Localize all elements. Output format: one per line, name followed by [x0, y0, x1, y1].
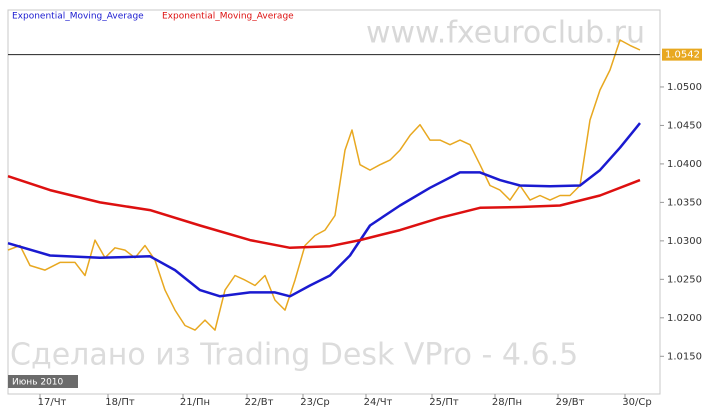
y-tick-label: 1.0450	[667, 120, 702, 131]
last-price-box	[662, 48, 702, 61]
y-tick-label: 1.0500	[667, 82, 702, 93]
y-tick-label: 1.0250	[667, 274, 702, 285]
y-tick-label: 1.0200	[667, 313, 702, 324]
watermark: www.fxeuroclub.ru	[366, 16, 645, 51]
y-tick-label: 1.0150	[667, 351, 702, 362]
legend-entry: Exponential_Moving_Average	[162, 12, 294, 22]
line	[7, 175, 641, 250]
x-tick-label: 28/Пн	[492, 397, 522, 408]
period-label: Июнь 2010	[12, 378, 64, 388]
x-tick-label: 17/Чт	[38, 397, 67, 408]
line	[7, 122, 641, 298]
legend-entry: Exponential_Moving_Average	[12, 12, 144, 22]
period-box	[8, 375, 78, 388]
x-tick-label: 22/Вт	[245, 397, 274, 408]
y-tick-label: 1.0350	[667, 197, 702, 208]
y-tick-label: 1.0400	[667, 159, 702, 170]
x-tick-label: 25/Пт	[429, 397, 459, 408]
last-price-label: 1.0542	[665, 50, 700, 61]
footer-watermark: Сделано из Trading Desk VPro - 4.6.5	[10, 338, 578, 373]
y-tick-label: 1.0300	[667, 236, 702, 247]
line	[7, 39, 641, 331]
x-tick-label: 30/Ср	[622, 397, 651, 408]
x-tick-label: 21/Пн	[180, 397, 210, 408]
x-tick-label: 18/Пт	[105, 397, 135, 408]
x-tick-label: 24/Чт	[364, 397, 393, 408]
x-tick-label: 29/Вт	[556, 397, 585, 408]
x-tick-label: 23/Ср	[300, 397, 329, 408]
